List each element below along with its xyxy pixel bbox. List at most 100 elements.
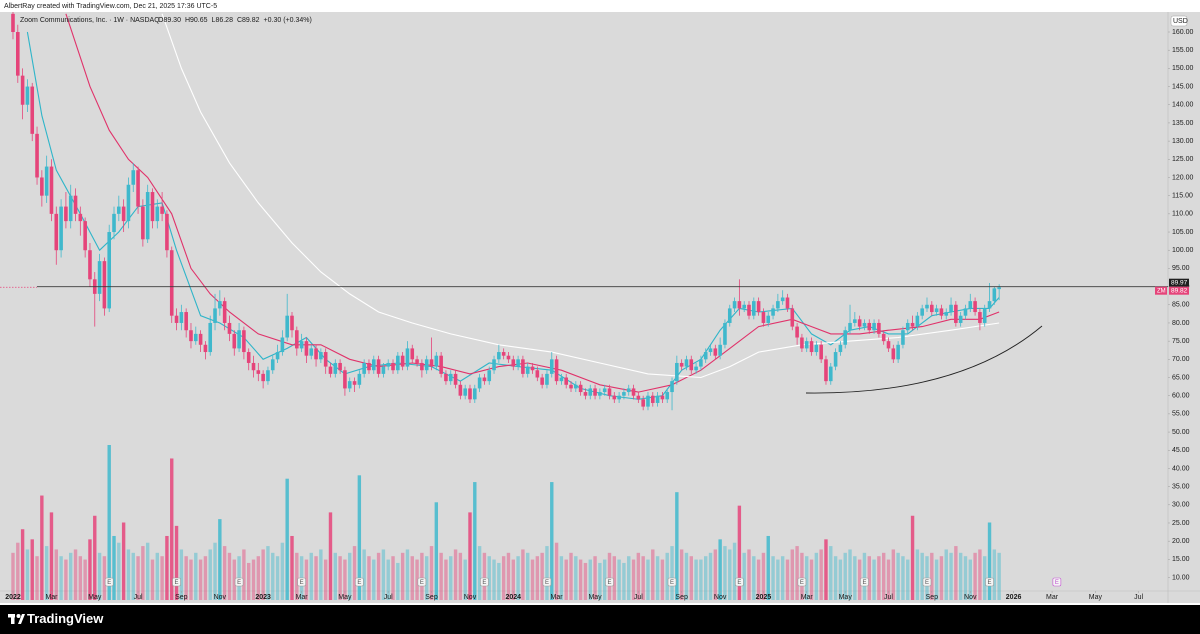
y-tick-label: 80.00 bbox=[1172, 320, 1190, 327]
candle-body bbox=[920, 308, 924, 316]
volume-bar bbox=[968, 559, 972, 600]
y-tick-label: 160.00 bbox=[1172, 29, 1194, 36]
volume-bar bbox=[578, 559, 583, 600]
volume-bar bbox=[954, 546, 958, 600]
candle-body bbox=[574, 384, 578, 389]
candle-body bbox=[352, 381, 357, 385]
candle-body bbox=[299, 341, 304, 349]
volume-bar bbox=[372, 559, 376, 600]
volume-bar bbox=[819, 549, 823, 600]
candle-body bbox=[381, 366, 386, 374]
candle-body bbox=[11, 13, 15, 33]
candle-body bbox=[521, 359, 525, 374]
candle-body bbox=[583, 392, 588, 396]
earnings-marker bbox=[417, 577, 427, 587]
y-tick-label: 135.00 bbox=[1172, 120, 1194, 127]
candle-body bbox=[636, 395, 641, 400]
candle-body bbox=[213, 308, 217, 323]
candle-body bbox=[660, 395, 665, 400]
candle-body bbox=[915, 315, 920, 327]
axes-layer: 160.00 155.00 150.00 145.00 140.00 135.00 130.… bbox=[0, 15, 1194, 601]
volume-bar bbox=[872, 559, 876, 600]
candle-body bbox=[987, 301, 992, 309]
volume-bar bbox=[439, 552, 443, 600]
candle-body bbox=[290, 315, 294, 331]
volume-bar bbox=[429, 546, 434, 600]
volume-bar bbox=[506, 552, 511, 600]
candle-body bbox=[804, 341, 809, 349]
candle-body bbox=[227, 322, 232, 334]
volume-bar bbox=[511, 559, 515, 600]
candle-body bbox=[304, 341, 309, 356]
volume-bar bbox=[328, 512, 333, 600]
volume-bar bbox=[602, 559, 607, 600]
volume-bar bbox=[771, 556, 775, 600]
candle-body bbox=[424, 359, 429, 371]
earnings-marker bbox=[104, 577, 114, 587]
candle-body bbox=[405, 348, 410, 367]
volume-bar bbox=[915, 549, 920, 600]
volume-bar bbox=[35, 556, 39, 600]
earnings-label: E bbox=[607, 580, 611, 586]
symbol-tag bbox=[1155, 286, 1167, 295]
volume-bar bbox=[732, 542, 737, 600]
volume-bar bbox=[64, 559, 68, 600]
y-tick-label: 15.00 bbox=[1172, 556, 1190, 563]
volume-bar bbox=[473, 482, 477, 600]
candle-body bbox=[160, 206, 164, 214]
volume-bar bbox=[877, 556, 881, 600]
y-tick-label: 155.00 bbox=[1172, 47, 1194, 54]
earnings-label: E bbox=[107, 580, 111, 586]
candle-body bbox=[838, 344, 843, 353]
volume-bar bbox=[564, 559, 568, 600]
candle-body bbox=[121, 206, 126, 222]
volume-bar bbox=[593, 556, 597, 600]
y-tick-label: 50.00 bbox=[1172, 429, 1190, 436]
candle-body bbox=[222, 301, 227, 323]
ohlc-value: L86.28 bbox=[212, 17, 234, 24]
volume-bar bbox=[983, 556, 987, 600]
volume-bar bbox=[627, 556, 631, 600]
candle-body bbox=[136, 170, 140, 207]
candle-body bbox=[242, 330, 246, 353]
y-tick-label: 30.00 bbox=[1172, 502, 1190, 509]
volume-bar bbox=[944, 549, 948, 600]
volume-bar bbox=[795, 546, 799, 600]
candle-body bbox=[362, 362, 366, 374]
volume-bar bbox=[352, 546, 357, 600]
volume-bar bbox=[540, 552, 544, 600]
candle-body bbox=[963, 308, 968, 316]
volume-bar bbox=[949, 552, 953, 600]
candle-body bbox=[554, 359, 559, 382]
volume-bar bbox=[256, 556, 261, 600]
candle-body bbox=[68, 195, 73, 222]
volume-bar bbox=[198, 559, 203, 600]
candle-body bbox=[453, 373, 458, 385]
candle-body bbox=[756, 301, 761, 313]
candle-body bbox=[939, 308, 944, 316]
x-tick-label: Mar bbox=[551, 594, 564, 601]
x-tick-label: Sep bbox=[425, 594, 438, 601]
candle-body bbox=[232, 333, 237, 349]
earnings-label: E bbox=[545, 580, 549, 586]
earnings-marker bbox=[667, 577, 677, 587]
volume-bar bbox=[939, 556, 944, 600]
ohlc-value: O89.30 bbox=[158, 17, 181, 24]
volume-bar bbox=[117, 542, 121, 600]
volume-bar bbox=[453, 549, 458, 600]
x-tick-label: Jul bbox=[884, 594, 893, 601]
candle-body bbox=[237, 330, 241, 349]
volume-bar bbox=[569, 552, 573, 600]
candle-body bbox=[954, 304, 958, 323]
candle-body bbox=[357, 373, 362, 385]
y-tick-label: 100.00 bbox=[1172, 247, 1194, 254]
volume-bar bbox=[88, 539, 92, 600]
candle-body bbox=[396, 355, 400, 371]
candle-body bbox=[400, 355, 405, 367]
candle-body bbox=[275, 352, 280, 360]
candle-body bbox=[992, 288, 997, 302]
volume-bar bbox=[357, 475, 362, 600]
volume-bar bbox=[97, 552, 102, 600]
x-tick-label: May bbox=[338, 594, 352, 601]
volume-bar bbox=[487, 556, 491, 600]
